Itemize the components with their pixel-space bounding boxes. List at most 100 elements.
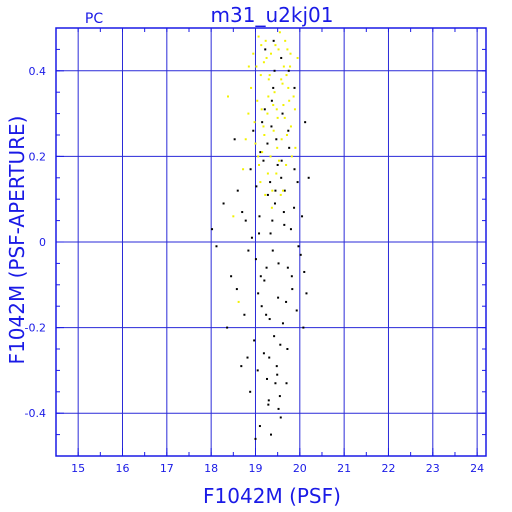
black-point (273, 202, 276, 205)
yellow-point (247, 112, 250, 115)
black-point (267, 403, 270, 406)
yellow-point (260, 108, 263, 111)
x-tick-label: 23 (426, 462, 440, 475)
black-point (270, 433, 272, 436)
black-point (273, 69, 276, 72)
black-point (246, 356, 249, 359)
yellow-point (277, 159, 280, 162)
black-point (286, 266, 289, 269)
black-point (262, 159, 265, 162)
black-point (293, 86, 296, 89)
corner-label: PC (85, 11, 103, 27)
yellow-point (281, 189, 284, 192)
yellow-point (288, 99, 291, 102)
black-point (276, 163, 279, 166)
black-point (280, 159, 283, 162)
yellow-point (258, 163, 261, 166)
yellow-point (277, 48, 280, 51)
black-point (269, 232, 272, 235)
yellow-point (294, 146, 297, 149)
yellow-point (242, 168, 245, 171)
black-point (287, 129, 290, 132)
black-point (275, 365, 278, 368)
black-point (258, 425, 261, 428)
yellow-point (286, 48, 289, 51)
black-point (287, 69, 290, 72)
yellow-point (285, 134, 288, 136)
x-tick-label: 19 (248, 462, 262, 475)
x-tick-label: 24 (470, 462, 484, 475)
x-axis-label: F1042M (PSF) (203, 484, 341, 508)
black-point (307, 176, 310, 179)
black-point (301, 215, 304, 218)
yellow-point (293, 108, 296, 111)
yellow-point (276, 116, 279, 119)
y-axis-label: F1042M (PSF-APERTURE) (5, 116, 29, 365)
yellow-point (265, 56, 268, 59)
yellow-point (271, 189, 274, 192)
black-point (305, 292, 308, 295)
black-point (297, 245, 300, 248)
black-point (263, 279, 266, 282)
black-point (265, 313, 268, 316)
black-point (222, 202, 225, 205)
black-point (243, 313, 246, 316)
yellow-point (282, 104, 285, 107)
black-point (236, 189, 239, 192)
black-point (254, 258, 257, 261)
yellow-point (292, 95, 295, 98)
black-point (279, 343, 282, 346)
yellow-point (263, 134, 266, 136)
black-point (257, 292, 260, 295)
black-point (255, 185, 258, 188)
yellow-point (259, 181, 262, 184)
black-point (267, 399, 270, 402)
yellow-point (285, 163, 288, 166)
yellow-point (261, 151, 264, 154)
yellow-point (254, 142, 257, 145)
black-point (270, 99, 273, 102)
black-point (293, 206, 296, 209)
black-point (291, 288, 294, 291)
yellow-point (272, 104, 275, 107)
y-tick-label: -0.4 (25, 407, 46, 420)
yellow-point (267, 78, 270, 81)
black-point (274, 382, 277, 385)
black-point (285, 382, 288, 385)
black-point (254, 437, 257, 440)
yellow-point (250, 86, 253, 89)
black-point (273, 335, 276, 338)
yellow-point (260, 44, 263, 47)
black-point (286, 348, 289, 350)
x-tick-label: 16 (115, 462, 129, 475)
yellow-point (280, 138, 283, 141)
yellow-point (289, 125, 292, 128)
yellow-point (262, 125, 265, 128)
x-tick-label: 17 (160, 462, 174, 475)
black-point (289, 228, 292, 231)
black-point (259, 151, 262, 154)
black-point (288, 146, 291, 149)
yellow-point (284, 39, 287, 42)
plot-frame (55, 27, 487, 457)
yellow-point (278, 31, 281, 34)
yellow-point (256, 99, 259, 102)
yellow-point (237, 300, 240, 303)
black-point (259, 275, 262, 278)
tick-labels-layer: 15 16 17 18 19 20 21 22 23 24 -0.4 -0.2 0 0.2 0.4 (25, 65, 485, 475)
yellow-point (270, 52, 272, 55)
black-point (263, 108, 266, 111)
black-point (261, 121, 264, 124)
black-point (249, 390, 252, 393)
yellow-point (269, 155, 272, 158)
yellow-point (279, 193, 282, 196)
yellow-point (274, 44, 277, 47)
y-tick-label: -0.2 (25, 322, 46, 335)
black-point (258, 215, 261, 218)
yellow-point (296, 56, 299, 59)
points-layer (211, 31, 310, 440)
black-point (277, 262, 280, 265)
yellow-point (289, 52, 292, 55)
